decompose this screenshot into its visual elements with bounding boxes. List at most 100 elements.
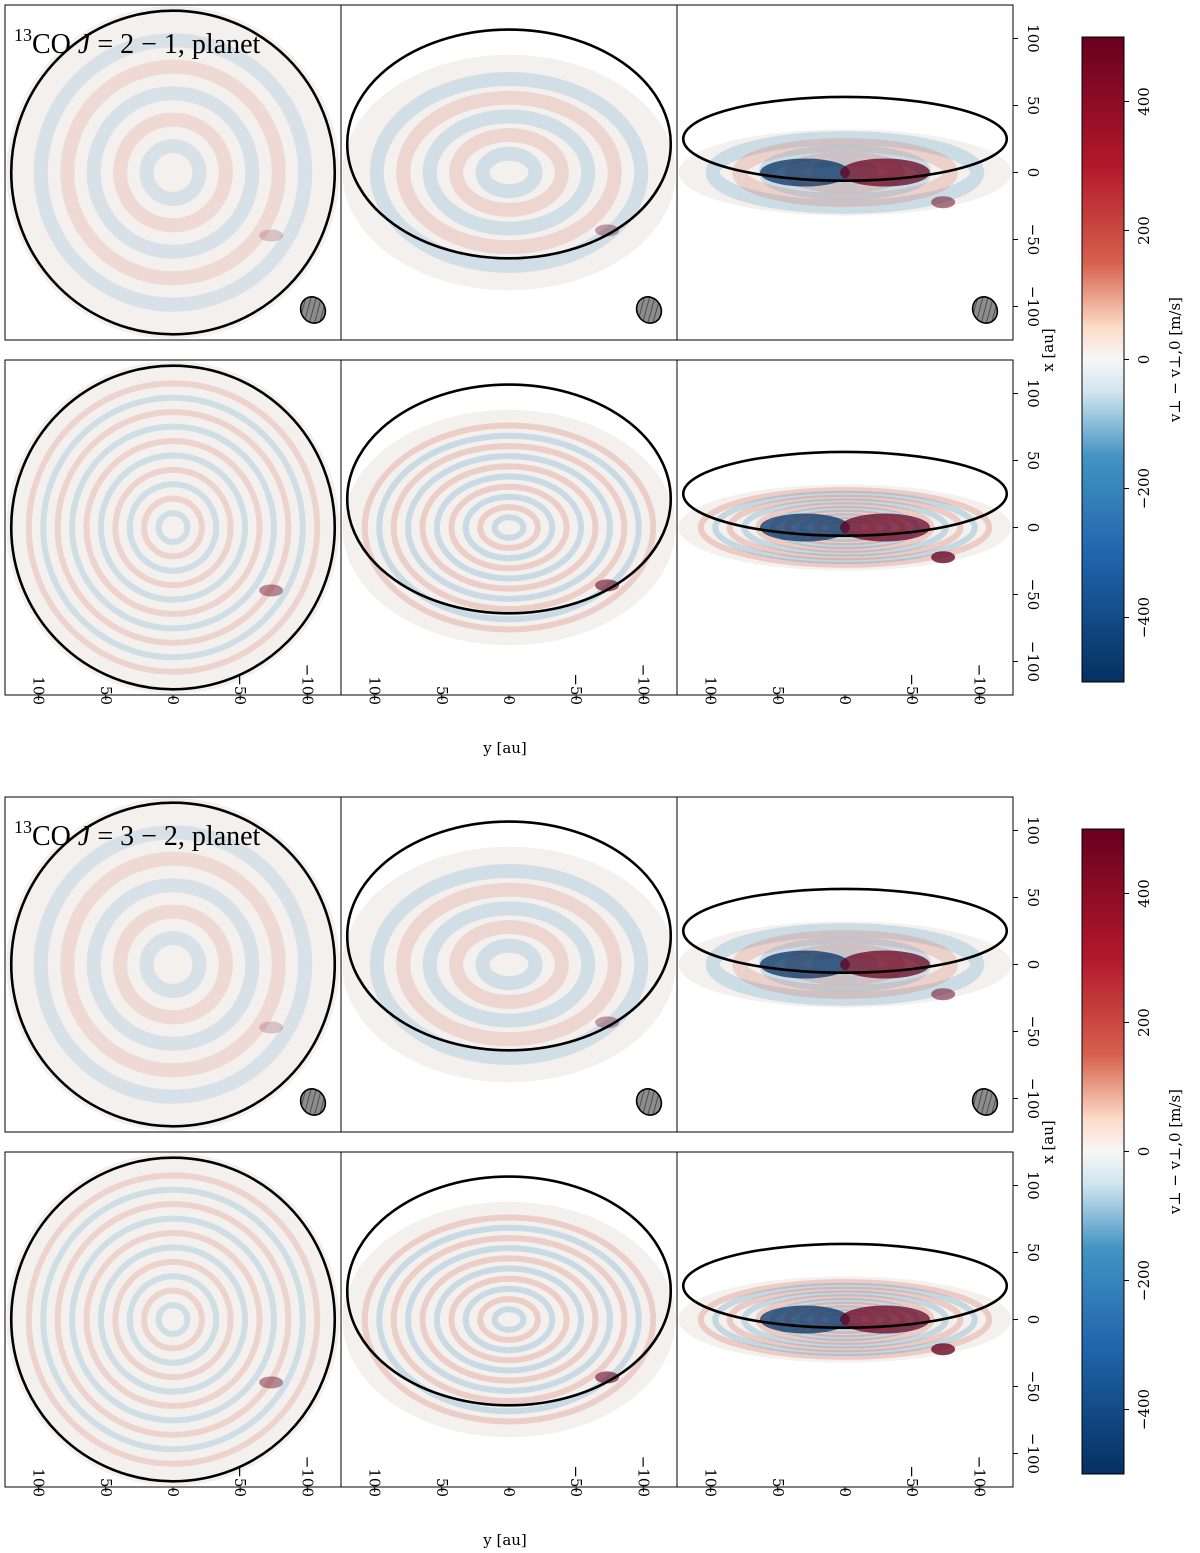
- residual-ring: [422, 109, 596, 236]
- disk-background: [342, 409, 676, 646]
- x-tick-label: 100: [366, 1468, 384, 1497]
- panel-title: 13CO J = 3 − 2, planet: [14, 817, 261, 852]
- y-tick-label: 50: [1024, 96, 1042, 115]
- residual-ring: [712, 490, 978, 565]
- x-tick-label: −50: [903, 1465, 921, 1497]
- x-axis-label: y [au]: [482, 739, 527, 757]
- disk-background: [6, 5, 340, 340]
- y-tick-label: 50: [1024, 1243, 1042, 1262]
- panel-r2-c1: [4, 1151, 342, 1488]
- panel-r1-c2: [340, 4, 678, 341]
- x-tick-label: 0: [500, 695, 518, 705]
- panel-r1-c1: [4, 4, 342, 341]
- residual-ring: [697, 1279, 993, 1360]
- y-tick-label: −50: [1024, 1371, 1042, 1403]
- x-tick-label: −100: [970, 664, 988, 705]
- residual-ring: [448, 483, 570, 572]
- colorbar-tick-label: 400: [1135, 87, 1153, 116]
- chart-block-2: 100 50 0 −50 −100 100 50 0 −50 −100 100 50 0 −50 −100 1…: [4, 796, 1184, 1549]
- colorbar-tick-label: 0: [1135, 355, 1153, 365]
- residual-ring: [477, 504, 541, 551]
- planet-wake: [931, 1343, 956, 1356]
- residual-ring: [419, 1255, 599, 1384]
- x-tick-label: −50: [231, 1465, 249, 1497]
- disk-outline-ellipse: [681, 887, 1009, 975]
- x-tick-label: 0: [164, 695, 182, 705]
- residual-ring: [705, 131, 985, 214]
- y-tick-label: 100: [1024, 816, 1042, 845]
- residual-ring: [726, 1286, 964, 1353]
- residual-ring: [139, 139, 207, 206]
- residual-ring: [69, 423, 277, 632]
- y-tick-label: 0: [1024, 960, 1042, 970]
- chart-block-1: 100 50 0 −50 −100 100 50 0 −50 −100 100 50 0 −50 −100 1…: [4, 4, 1184, 757]
- residual-lobe-red: [840, 158, 930, 187]
- x-tick-label: 100: [702, 1468, 720, 1497]
- colorbar-tick-label: 0: [1135, 1147, 1153, 1157]
- planet-wake: [259, 229, 284, 242]
- disk-outline-ellipse: [681, 450, 1009, 538]
- y-axis-label: x [au]: [1039, 1120, 1057, 1164]
- x-tick-label: 100: [366, 676, 384, 705]
- residual-ring: [390, 1234, 628, 1405]
- disk-background: [6, 1152, 340, 1487]
- planet-wake: [595, 224, 620, 237]
- planet-wake: [259, 1021, 284, 1034]
- disk-outline-ellipse: [345, 28, 673, 260]
- residual-ring: [396, 882, 622, 1047]
- residual-ring: [33, 33, 313, 312]
- panel-r2-c3: [676, 1151, 1014, 1488]
- x-tick-label: 50: [433, 1478, 451, 1497]
- title-molecule: CO: [32, 29, 78, 60]
- residual-ring: [462, 493, 556, 562]
- residual-ring: [126, 481, 220, 574]
- panel-r1-c1: [4, 796, 342, 1133]
- residual-ring: [433, 473, 585, 582]
- residual-ring: [726, 494, 964, 561]
- residual-ring: [54, 409, 292, 646]
- residual-ring: [755, 502, 935, 553]
- x-tick-label: −100: [298, 1456, 316, 1497]
- y-tick-label: −100: [1024, 641, 1042, 682]
- y-tick-label: 0: [1024, 168, 1042, 178]
- disk-background: [342, 846, 676, 1083]
- residual-ring: [86, 878, 260, 1051]
- x-tick-label: 50: [97, 1478, 115, 1497]
- y-tick-label: −50: [1024, 1016, 1042, 1048]
- y-axis-label: x [au]: [1039, 328, 1057, 372]
- residual-ring: [113, 112, 233, 233]
- residual-ring: [361, 1214, 657, 1425]
- residual-ring: [376, 432, 642, 623]
- x-tick-label: 0: [836, 1487, 854, 1497]
- residual-ring: [40, 394, 306, 661]
- panel-r1-c3: [676, 796, 1014, 1133]
- disk-background: [342, 54, 676, 291]
- residual-ring: [86, 86, 260, 259]
- disk-outline-ellipse: [681, 1242, 1009, 1330]
- x-tick-label: −100: [634, 1456, 652, 1497]
- x-tick-label: 100: [702, 676, 720, 705]
- residual-ring: [155, 1302, 191, 1337]
- disk-outline-ellipse: [345, 820, 673, 1052]
- residual-ring: [54, 1201, 292, 1438]
- residual-ring: [491, 1306, 527, 1333]
- beam-marker: [971, 1088, 999, 1116]
- planet-wake: [931, 196, 956, 209]
- x-tick-label: 0: [500, 1487, 518, 1497]
- residual-ring: [405, 1245, 613, 1394]
- disk-background: [6, 360, 340, 695]
- x-tick-label: −100: [634, 664, 652, 705]
- title-transition: = 3 − 2, planet: [90, 821, 260, 852]
- residual-ring: [422, 901, 596, 1028]
- y-tick-label: 0: [1024, 1315, 1042, 1325]
- beam-marker: [635, 296, 663, 324]
- residual-ring: [405, 453, 613, 602]
- planet-wake: [595, 579, 620, 592]
- colorbar-tick-label: 200: [1135, 1008, 1153, 1037]
- colorbar: [1081, 828, 1125, 1475]
- residual-lobe-blue: [760, 158, 850, 187]
- residual-ring: [126, 1273, 220, 1366]
- residual-ring: [97, 452, 249, 603]
- residual-lobe-red: [840, 1305, 930, 1334]
